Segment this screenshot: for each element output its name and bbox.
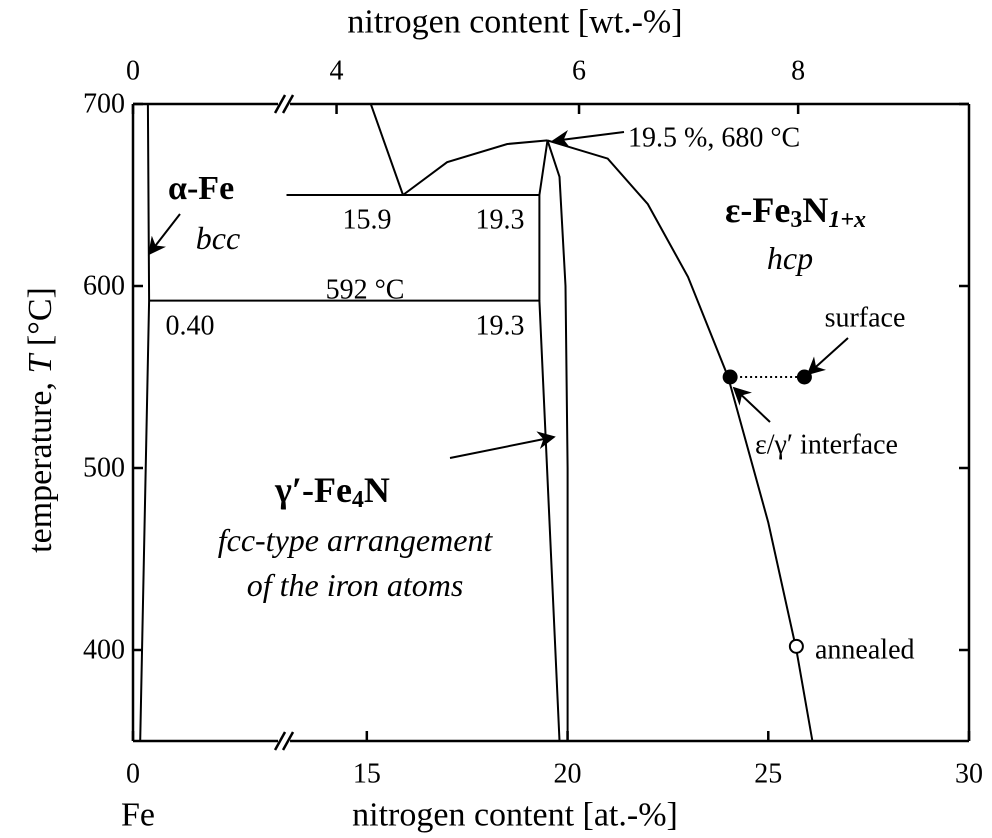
arrow	[147, 213, 181, 256]
phase-name-part: 1+x	[828, 207, 866, 233]
annotation: 19.3	[476, 311, 525, 342]
phase-structure: hcp	[767, 240, 813, 276]
x-tick-label: 20	[554, 759, 582, 790]
axis-break	[281, 94, 295, 114]
arrow	[806, 337, 849, 376]
y-axis-label-part: temperature,	[22, 373, 59, 552]
arrow	[732, 386, 771, 423]
phase-boundary	[139, 103, 151, 742]
phase-name: ε-Fe3N1+x	[725, 190, 866, 233]
phase-name-part: 3	[790, 207, 802, 233]
y-axis-label: temperature, T [°C]	[22, 287, 59, 553]
phase-name-part: γ′-Fe	[274, 470, 352, 510]
x-tick-label: 15	[353, 759, 381, 790]
phase-boundary	[546, 140, 569, 741]
annotation: 592 °C	[326, 275, 405, 306]
x2-tick-label: 6	[572, 56, 586, 87]
annotation: 15.9	[343, 205, 392, 236]
annotation: Fe	[121, 797, 155, 834]
y-tick-label: 400	[83, 635, 125, 666]
phase-boundary	[369, 103, 404, 196]
annotation: 0.40	[166, 311, 215, 342]
y-axis-label-part: T	[22, 352, 59, 373]
annotation: 19.5 %, 680 °C	[628, 123, 800, 154]
data-point	[722, 369, 738, 385]
arrow	[449, 431, 556, 459]
point-label: ε/γ′ interface	[755, 430, 898, 461]
y-tick-label: 700	[83, 89, 125, 120]
x2-axis-label: nitrogen content [wt.-%]	[347, 4, 682, 41]
phase-name-part: ε-Fe	[725, 190, 790, 230]
phase-name-part: N	[364, 470, 390, 510]
x-tick-label: 30	[955, 759, 983, 790]
x2-tick-label: 0	[126, 56, 140, 87]
point-label: annealed	[815, 635, 915, 666]
annotation: 19.3	[476, 205, 525, 236]
phase-boundary	[538, 140, 561, 742]
phase-structure: fcc-type arrangement	[218, 522, 494, 558]
phase-name-part: 4	[352, 487, 364, 513]
data-point	[788, 638, 804, 654]
phase-structure: bcc	[196, 220, 240, 256]
axis-break	[281, 731, 295, 751]
phase-boundary	[402, 139, 548, 196]
phase-name-part: N	[802, 190, 828, 230]
phase-name: α-Fe	[168, 170, 234, 207]
y-axis-label-part: [°C]	[22, 287, 59, 354]
axis-break	[273, 94, 287, 114]
phase-name: γ′-Fe4N	[274, 470, 390, 513]
x-axis-label: nitrogen content [at.-%]	[352, 797, 678, 834]
arrow	[551, 130, 625, 148]
x2-tick-label: 4	[330, 56, 344, 87]
x-tick-label: 25	[754, 759, 782, 790]
point-label: surface	[825, 303, 906, 334]
phase-boundary	[547, 139, 814, 742]
x-tick-label: 0	[126, 759, 140, 790]
y-tick-label: 600	[83, 271, 125, 302]
y-tick-label: 500	[83, 453, 125, 484]
axis-break	[273, 731, 287, 751]
x2-tick-label: 8	[791, 56, 805, 87]
phase-structure: of the iron atoms	[247, 567, 464, 603]
phase-name-part: α-Fe	[168, 170, 234, 207]
